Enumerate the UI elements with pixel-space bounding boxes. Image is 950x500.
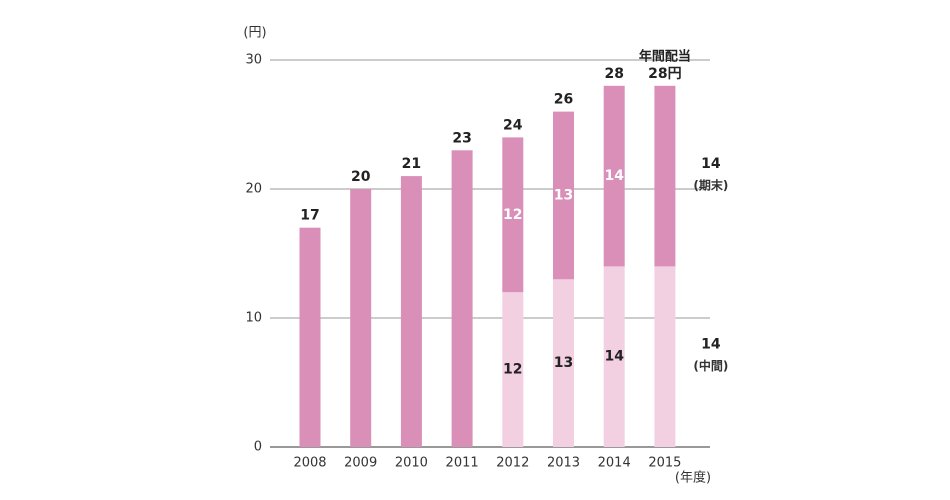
y-tick-label: 10: [245, 311, 262, 326]
x-tick-label: 2011: [446, 456, 479, 471]
x-tick-label: 2013: [547, 456, 580, 471]
total-label: 26: [554, 92, 573, 108]
y-tick-label: 20: [245, 182, 262, 197]
segment-label: 14: [701, 337, 721, 353]
y-axis-label: (円): [243, 26, 266, 41]
total-label: 21: [402, 156, 421, 172]
segment-label: 12: [503, 362, 522, 378]
bar-segment: [603, 266, 625, 447]
bar-segment: [350, 189, 372, 447]
total-label: 20: [351, 169, 371, 185]
segment-label: 13: [554, 187, 573, 203]
bar-segment: [654, 85, 676, 267]
x-tick-label: 2008: [293, 456, 326, 471]
segment-label: 14: [604, 168, 624, 184]
bar-segment: [553, 279, 574, 447]
x-tick-label: 2014: [598, 456, 631, 471]
total-label: 28円: [648, 66, 681, 82]
bar-segment: [603, 85, 625, 267]
bar-segment: [299, 227, 321, 447]
bar-segment: [502, 292, 524, 447]
annotation: 年間配当: [639, 48, 691, 64]
y-tick-label: 30: [245, 53, 262, 68]
bar-segment: [502, 137, 524, 293]
bar-segment: [451, 150, 473, 448]
total-label: 24: [503, 117, 523, 133]
series-name: (中間): [693, 358, 728, 373]
bar-segment: [654, 266, 676, 447]
x-tick-label: 2009: [344, 456, 377, 471]
segment-label: 14: [701, 156, 721, 172]
segment-label: 13: [554, 355, 573, 371]
bar-segment: [553, 111, 574, 280]
x-tick-label: 2015: [648, 456, 681, 471]
bar-segment: [400, 176, 422, 447]
segment-label: 12: [503, 207, 522, 223]
total-label: 23: [452, 130, 471, 146]
y-tick-label: 0: [254, 440, 262, 455]
total-label: 28: [604, 66, 623, 82]
segment-label: 14: [604, 349, 624, 365]
series-name: (期末): [693, 178, 728, 193]
x-tick-label: 2010: [395, 456, 428, 471]
x-axis-label: (年度): [675, 470, 711, 486]
total-label: 17: [300, 208, 319, 224]
x-tick-label: 2012: [496, 456, 529, 471]
